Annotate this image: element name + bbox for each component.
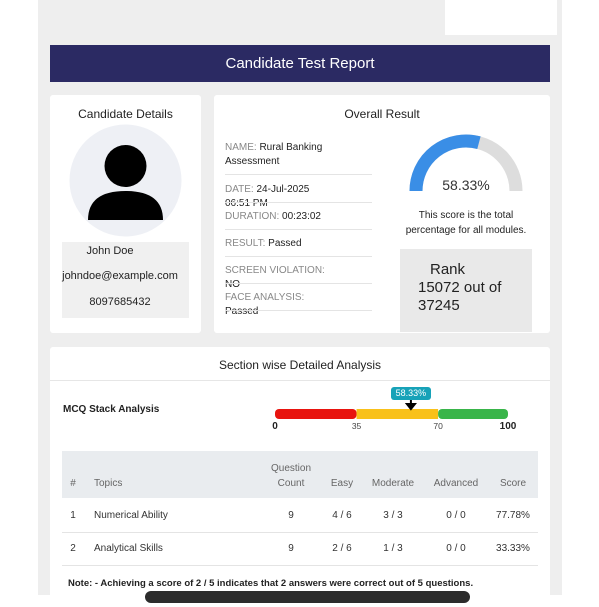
score-label: 58.33% [442,177,490,193]
tick-label: 70 [433,421,443,431]
table-cell: 33.33% [496,543,530,554]
candidate-email: johndoe@example.com [62,270,178,282]
field-label: DATE: [225,184,254,195]
table-cell: 2 [70,543,76,554]
field-value: 24-Jul-2025 06:51 PM [225,184,310,209]
table-header-cell: Easy [330,478,354,489]
table-cell: 9 [288,510,294,521]
rank-label: Rank [430,261,466,278]
table-cell: 9 [288,543,294,554]
table-cell: Numerical Ability [94,510,168,521]
tick-label: 0 [272,421,278,432]
score-gauge [409,134,523,192]
score-badge: 58.33% [390,387,431,400]
table-header-cell: # [70,478,76,489]
field-label: RESULT: [225,238,266,249]
card-title: Candidate Details [78,107,173,121]
table-header-cell: Question Count [270,463,312,489]
field-value: Rural Banking Assessment [225,142,323,167]
field-value: NO [225,279,240,290]
rank-box [400,249,532,332]
field: FACE ANALYSIS: Passed [225,291,335,319]
card-title: Overall Result [344,107,420,121]
field: RESULT: Passed [225,237,335,251]
field: NAME: Rural Banking Assessment [225,141,335,169]
field: DATE: 24-Jul-2025 06:51 PM [225,183,335,211]
table-cell: 0 / 0 [446,510,466,521]
row-divider [62,565,538,566]
separator [225,202,372,203]
table-header-cell: Topics [94,478,123,489]
table-cell: 4 / 6 [332,510,352,521]
report-header: Candidate Test Report [50,45,550,82]
button[interactable] [145,591,470,603]
table-header-cell: Moderate [371,478,415,489]
field-label: DURATION: [225,211,280,222]
table-cell: 77.78% [496,510,530,521]
field: SCREEN VIOLATION: NO [225,264,335,292]
avatar [69,124,182,237]
table-cell: Analytical Skills [94,543,163,554]
field-value: Passed [225,306,259,317]
candidate-name: John Doe [86,245,134,257]
tick-label: 100 [499,421,517,432]
table-header-cell: Advanced [433,478,479,489]
separator [225,256,372,257]
note: Note: - Achieving a score of 2 / 5 indic… [68,578,474,589]
separator [225,310,372,311]
field-value: 00:23:02 [282,211,321,222]
field-value: Passed [268,238,302,249]
table-cell: 1 / 3 [383,543,403,554]
table-cell: 2 / 6 [332,543,352,554]
table-cell: 3 / 3 [383,510,403,521]
separator [225,229,372,230]
separator [225,174,372,175]
separator [225,283,372,284]
table-cell: 0 / 0 [446,543,466,554]
candidate-phone: 8097685432 [89,296,151,308]
field-label: NAME: [225,142,257,153]
score-note: This score is the total percentage for a… [405,210,527,236]
table-header-cell: Score [499,478,527,489]
tick-label: 35 [351,421,362,431]
field-label: SCREEN VIOLATION: [225,265,325,276]
divider [50,380,550,381]
field: DURATION: 00:23:02 [225,210,335,224]
top-box [445,0,557,35]
table-cell: 1 [70,510,76,521]
contact-box [62,242,189,318]
gauge-value [409,134,481,192]
section-title: Section wise Detailed Analysis [218,358,382,372]
table-header [62,451,538,498]
field-label: FACE ANALYSIS: [225,292,305,303]
mcq-label: MCQ Stack Analysis [63,404,160,415]
rank-value: 15072 out of 37245 [418,279,502,314]
row-divider [62,532,538,533]
